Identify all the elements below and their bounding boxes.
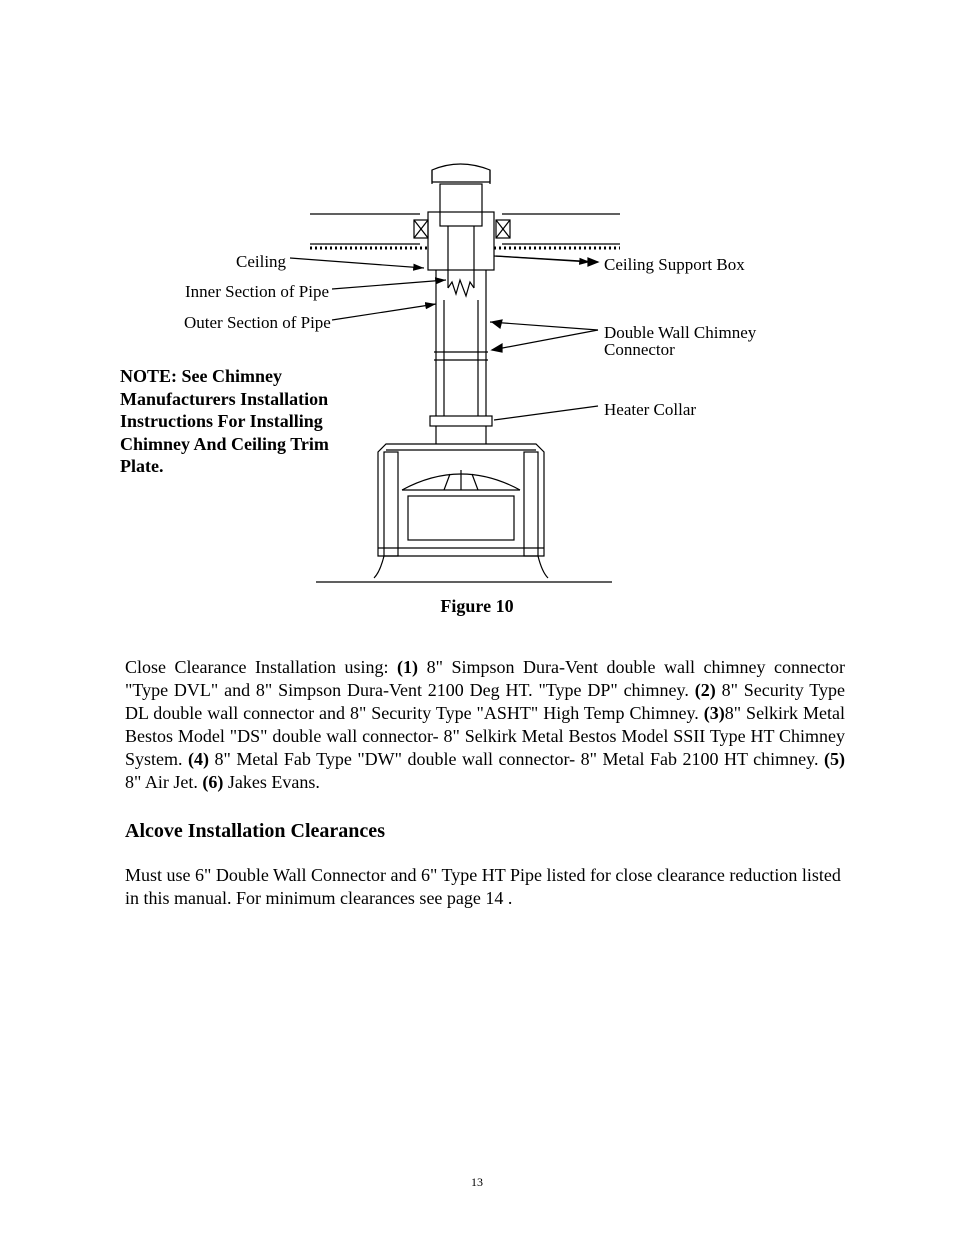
close-clearance-paragraph: Close Clearance Installation using: (1) …	[125, 656, 845, 794]
list-number: (3)	[704, 703, 725, 723]
section-heading: Alcove Installation Clearances	[125, 820, 385, 843]
note-text: NOTE: See Chimney Manufacturers Installa…	[120, 365, 340, 478]
label-dw-connector-2: Connector	[604, 340, 675, 360]
label-support-box: Ceiling Support Box	[604, 255, 745, 275]
label-outer-pipe: Outer Section of Pipe	[184, 313, 331, 333]
label-ceiling: Ceiling	[236, 252, 286, 272]
page-number: 13	[0, 1175, 954, 1190]
label-inner-pipe: Inner Section of Pipe	[185, 282, 329, 302]
list-number: (5)	[824, 749, 845, 769]
section-body: Must use 6" Double Wall Connector and 6"…	[125, 864, 845, 910]
list-number: (4)	[188, 749, 209, 769]
list-number: (6)	[202, 772, 223, 792]
figure-diagram	[0, 0, 954, 620]
figure-caption: Figure 10	[0, 596, 954, 617]
page: Ceiling Inner Section of Pipe Outer Sect…	[0, 0, 954, 1235]
list-number: (1)	[397, 657, 418, 677]
label-heater-collar: Heater Collar	[604, 400, 696, 420]
list-number: (2)	[695, 680, 716, 700]
